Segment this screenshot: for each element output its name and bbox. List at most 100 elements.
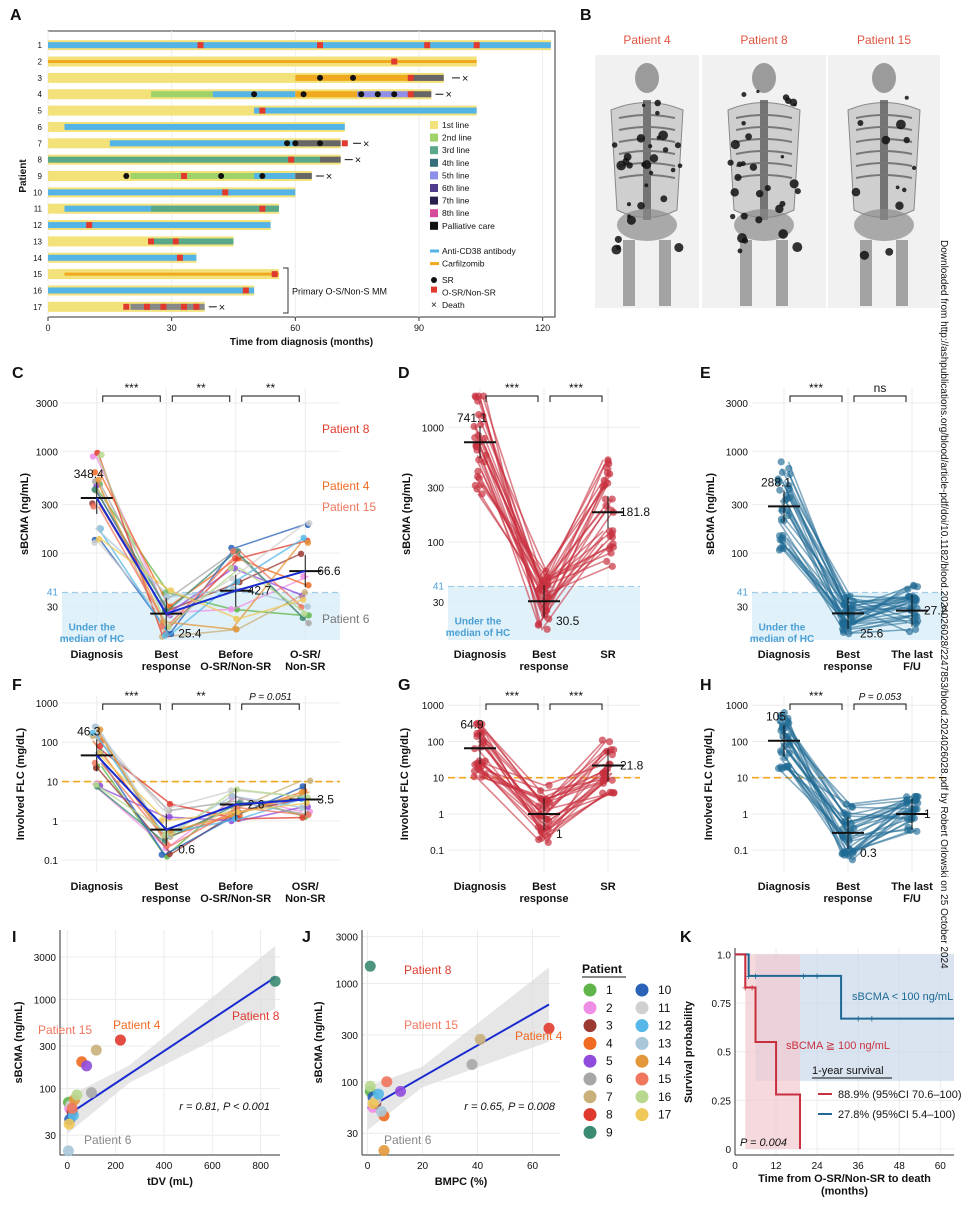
y-tick-label: 100 <box>427 737 444 748</box>
scan-lesion <box>885 247 894 256</box>
treatment-bar <box>48 72 444 83</box>
scan-lesion <box>778 229 788 239</box>
median-label: 348.4 <box>74 467 104 481</box>
osr-marker <box>473 42 480 49</box>
treatment-segment <box>48 222 271 229</box>
y-tick-label: 300 <box>341 1031 358 1042</box>
significance-bracket <box>241 703 300 710</box>
median-label: 21.8 <box>620 758 644 772</box>
trajectory <box>786 537 918 608</box>
data-point <box>91 539 98 546</box>
y-tick-label: 10 <box>47 778 59 789</box>
data-point <box>63 1118 75 1130</box>
patient-row-label: 15 <box>33 270 42 279</box>
legend-osr-marker <box>431 286 437 293</box>
scan-lesion <box>794 188 801 195</box>
x-tick-label: Diagnosis <box>70 881 123 893</box>
panel-label: D <box>398 365 410 382</box>
trajectory <box>475 732 614 810</box>
scan-lesion <box>730 188 739 197</box>
legend-swatch <box>430 146 438 155</box>
data-point <box>91 723 99 730</box>
death-marker: × <box>363 138 369 150</box>
x-tick-label: 90 <box>414 323 424 333</box>
data-point <box>472 720 481 728</box>
legend-label: 2 <box>606 1001 613 1015</box>
data-point <box>535 586 543 594</box>
data-point <box>95 476 102 484</box>
trajectory <box>787 547 911 625</box>
trajectory <box>98 522 306 621</box>
primary-bracket <box>283 267 289 314</box>
treatment-segment <box>109 140 321 147</box>
pet-scan-image <box>595 55 699 308</box>
data-point <box>161 632 169 639</box>
regression-line <box>66 976 276 1117</box>
scan-rib <box>618 150 676 155</box>
data-point <box>474 467 482 475</box>
data-point <box>367 1098 379 1110</box>
x-tick-label: SR <box>600 649 615 661</box>
scan-lesion <box>614 235 622 243</box>
treatment-segment <box>295 173 312 179</box>
scan-lesion <box>881 135 891 145</box>
y-tick-label: 1 <box>742 810 748 821</box>
trajectory <box>97 506 303 628</box>
data-point <box>305 811 312 819</box>
scan-lesion <box>745 133 752 140</box>
data-point <box>599 482 607 491</box>
data-point <box>608 530 616 538</box>
treatment-segment <box>48 189 296 196</box>
y-tick-label: 10 <box>433 774 445 785</box>
y-tick-label: 300 <box>731 501 748 512</box>
km-legend-title: 1-year survival <box>812 1065 884 1077</box>
scan-lesion <box>655 110 660 116</box>
x-tick-label: OSR/Non-SR <box>285 881 325 905</box>
y-tick-label: 30 <box>47 602 59 613</box>
panel-f: F 0.1 1 10 100 1000 Involved FLC (mg/dL) Diagno… <box>12 677 340 905</box>
data-point <box>603 557 611 566</box>
patient-row-label: 10 <box>33 188 42 197</box>
data-point <box>786 470 794 478</box>
scan-head <box>752 63 776 93</box>
treatment-segment <box>130 303 205 310</box>
significance-label: ns <box>874 381 887 395</box>
data-point <box>472 442 480 450</box>
legend-label: 1 <box>606 983 613 997</box>
patient-callout: Patient 8 <box>232 1009 280 1023</box>
trajectory <box>479 395 604 632</box>
x-tick-label: Before O-SR/Non-SR <box>200 649 271 673</box>
data-point <box>381 1076 393 1088</box>
legend-label: 4 <box>606 1036 613 1050</box>
osr-marker <box>197 42 204 49</box>
scan-lesion <box>662 147 669 153</box>
y-tick-label: 1000 <box>34 995 57 1006</box>
x-tick-label: Best response <box>142 881 191 905</box>
confidence-band <box>367 967 549 1131</box>
osr-marker <box>172 238 179 245</box>
data-point <box>478 490 486 498</box>
osr-marker <box>317 42 324 49</box>
data-point <box>227 606 235 613</box>
significance-label: *** <box>505 381 519 395</box>
data-point <box>299 783 306 790</box>
data-point <box>600 476 608 484</box>
data-point <box>475 411 483 419</box>
x-tick-label: 0 <box>45 323 50 333</box>
scan-lesion <box>677 163 683 169</box>
trajectory <box>787 730 916 808</box>
download-note: Downloaded from http://ashpublications.o… <box>935 240 955 969</box>
scan-head <box>872 63 896 93</box>
median-label: 25.4 <box>178 627 202 641</box>
panel-label: G <box>398 677 410 694</box>
data-point <box>841 817 849 825</box>
y-axis-title: sBCMA (ng/mL) <box>705 473 717 555</box>
scan-title: Patient 15 <box>857 33 911 47</box>
censor-mark: + <box>800 971 806 983</box>
patient-row-label: 4 <box>38 90 43 99</box>
legend-label: 4th line <box>442 158 470 168</box>
legend-marker <box>635 1108 649 1122</box>
x-tick-label: The last F/U <box>891 881 933 905</box>
significance-bracket <box>485 703 539 710</box>
data-point <box>305 582 312 589</box>
